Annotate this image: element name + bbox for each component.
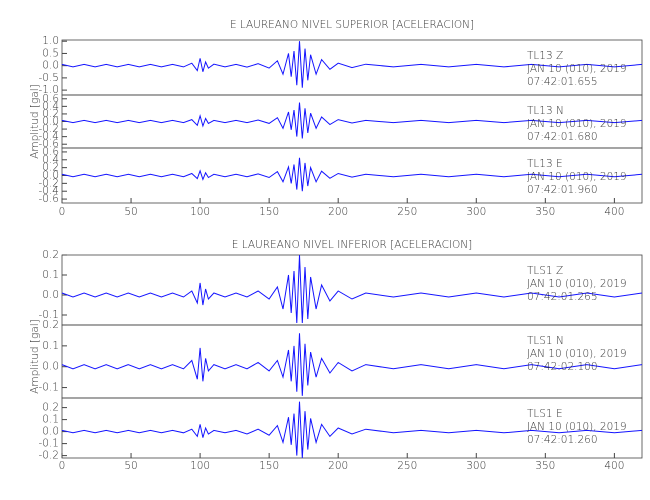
y-tick-label: 0.2 (42, 402, 59, 414)
time-label: 07:42:01.680 (527, 131, 598, 143)
x-tick-label: 0 (59, 206, 66, 218)
x-tick-label: 150 (259, 460, 279, 472)
x-tick-label: 350 (535, 206, 555, 218)
y-tick-label: -0.2 (39, 123, 60, 135)
time-label: 07:42:01.260 (527, 434, 598, 446)
waveform (61, 401, 643, 459)
x-tick-label: 50 (124, 460, 137, 472)
x-tick-label: 350 (535, 460, 555, 472)
y-tick-label: 0.1 (42, 340, 59, 352)
station-label: TL13 Z (527, 50, 563, 62)
y-tick-label: -0.1 (39, 382, 60, 394)
y-tick-label: -0.5 (39, 72, 60, 84)
station-label: TLS1 Z (527, 265, 563, 277)
station-label: TL13 E (527, 158, 563, 170)
time-label: 07:42:01.960 (527, 184, 598, 196)
y-tick-label: -0.1 (39, 309, 60, 321)
y-axis-label: Amplitud [gal] (29, 84, 41, 159)
y-tick-label: 0.2 (42, 249, 59, 261)
x-tick-label: 400 (604, 206, 624, 218)
date-label: JAN 10 (010), 2019 (527, 118, 627, 130)
x-tick-label: 0 (59, 460, 66, 472)
y-tick-label: 0.4 (42, 100, 59, 112)
y-tick-label: -0.6 (39, 138, 60, 150)
y-tick-label: 0.6 (42, 146, 59, 158)
date-label: JAN 10 (010), 2019 (527, 171, 627, 183)
y-tick-label: 0.5 (42, 47, 59, 59)
station-label: TLS1 N (527, 335, 564, 347)
chart-title: E LAUREANO NIVEL SUPERIOR [ACELERACION] (230, 19, 474, 31)
time-label: 07:42:01.265 (527, 291, 598, 303)
x-tick-label: 100 (190, 206, 210, 218)
x-tick-label: 400 (604, 460, 624, 472)
y-tick-label: 0.2 (42, 162, 59, 174)
y-tick-label: -0.1 (39, 438, 60, 450)
waveform (61, 333, 643, 396)
y-tick-label: 0.0 (42, 60, 59, 72)
waveform (61, 254, 643, 324)
y-tick-label: -0.4 (39, 185, 60, 197)
station-label: TLS1 E (527, 408, 563, 420)
y-tick-label: -0.6 (39, 193, 60, 205)
y-tick-label: 0.0 (42, 170, 59, 182)
waveform (61, 41, 643, 88)
y-tick-label: -0.2 (39, 450, 60, 462)
y-tick-label: 0.0 (42, 289, 59, 301)
y-axis-label: Amplitud [gal] (29, 319, 41, 394)
time-label: 07:42:02.100 (527, 361, 598, 373)
y-tick-label: 0.0 (42, 361, 59, 373)
y-tick-label: 0.2 (42, 108, 59, 120)
y-tick-label: -0.2 (39, 177, 60, 189)
panel-frame (61, 397, 643, 459)
y-tick-label: -1.0 (39, 84, 60, 96)
y-tick-label: 0.1 (42, 414, 59, 426)
x-tick-label: 200 (328, 460, 348, 472)
station-label: TL13 N (527, 105, 564, 117)
y-tick-label: 0.2 (42, 319, 59, 331)
y-tick-label: 0.0 (42, 426, 59, 438)
date-label: JAN 10 (010), 2019 (527, 63, 627, 75)
waveform (61, 102, 643, 139)
time-label: 07:42:01.655 (527, 76, 598, 88)
x-tick-label: 300 (466, 460, 486, 472)
y-tick-label: 0.1 (42, 269, 59, 281)
waveform (61, 157, 643, 192)
x-tick-label: 200 (328, 206, 348, 218)
x-tick-label: 250 (397, 206, 417, 218)
y-tick-label: 1.0 (42, 35, 59, 47)
x-tick-label: 150 (259, 206, 279, 218)
date-label: JAN 10 (010), 2019 (527, 348, 627, 360)
y-tick-label: 0.4 (42, 154, 59, 166)
y-tick-label: -0.4 (39, 131, 60, 143)
y-tick-label: 0.6 (42, 93, 59, 105)
chart-title: E LAUREANO NIVEL INFERIOR [ACELERACION] (232, 239, 472, 251)
date-label: JAN 10 (010), 2019 (527, 278, 627, 290)
y-tick-label: 0.0 (42, 116, 59, 128)
x-tick-label: 50 (124, 206, 137, 218)
date-label: JAN 10 (010), 2019 (527, 421, 627, 433)
x-tick-label: 100 (190, 460, 210, 472)
x-tick-label: 250 (397, 460, 417, 472)
x-tick-label: 300 (466, 206, 486, 218)
